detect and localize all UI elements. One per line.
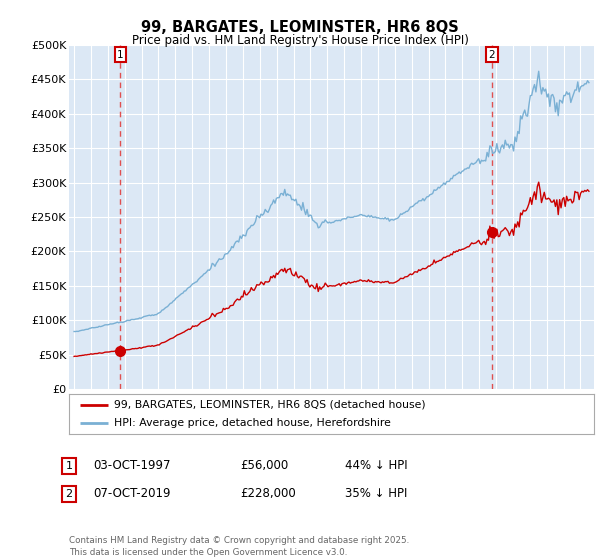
Text: 1: 1 bbox=[117, 50, 124, 59]
Text: 07-OCT-2019: 07-OCT-2019 bbox=[93, 487, 170, 501]
Text: 99, BARGATES, LEOMINSTER, HR6 8QS (detached house): 99, BARGATES, LEOMINSTER, HR6 8QS (detac… bbox=[113, 400, 425, 409]
Text: £56,000: £56,000 bbox=[240, 459, 288, 473]
Text: Contains HM Land Registry data © Crown copyright and database right 2025.
This d: Contains HM Land Registry data © Crown c… bbox=[69, 536, 409, 557]
Text: 1: 1 bbox=[65, 461, 73, 471]
Text: £228,000: £228,000 bbox=[240, 487, 296, 501]
Text: 44% ↓ HPI: 44% ↓ HPI bbox=[345, 459, 407, 473]
Text: 03-OCT-1997: 03-OCT-1997 bbox=[93, 459, 170, 473]
Text: 2: 2 bbox=[488, 50, 495, 59]
Text: 99, BARGATES, LEOMINSTER, HR6 8QS: 99, BARGATES, LEOMINSTER, HR6 8QS bbox=[141, 20, 459, 35]
Text: HPI: Average price, detached house, Herefordshire: HPI: Average price, detached house, Here… bbox=[113, 418, 391, 428]
Text: 2: 2 bbox=[65, 489, 73, 499]
Text: Price paid vs. HM Land Registry's House Price Index (HPI): Price paid vs. HM Land Registry's House … bbox=[131, 34, 469, 46]
Text: 35% ↓ HPI: 35% ↓ HPI bbox=[345, 487, 407, 501]
